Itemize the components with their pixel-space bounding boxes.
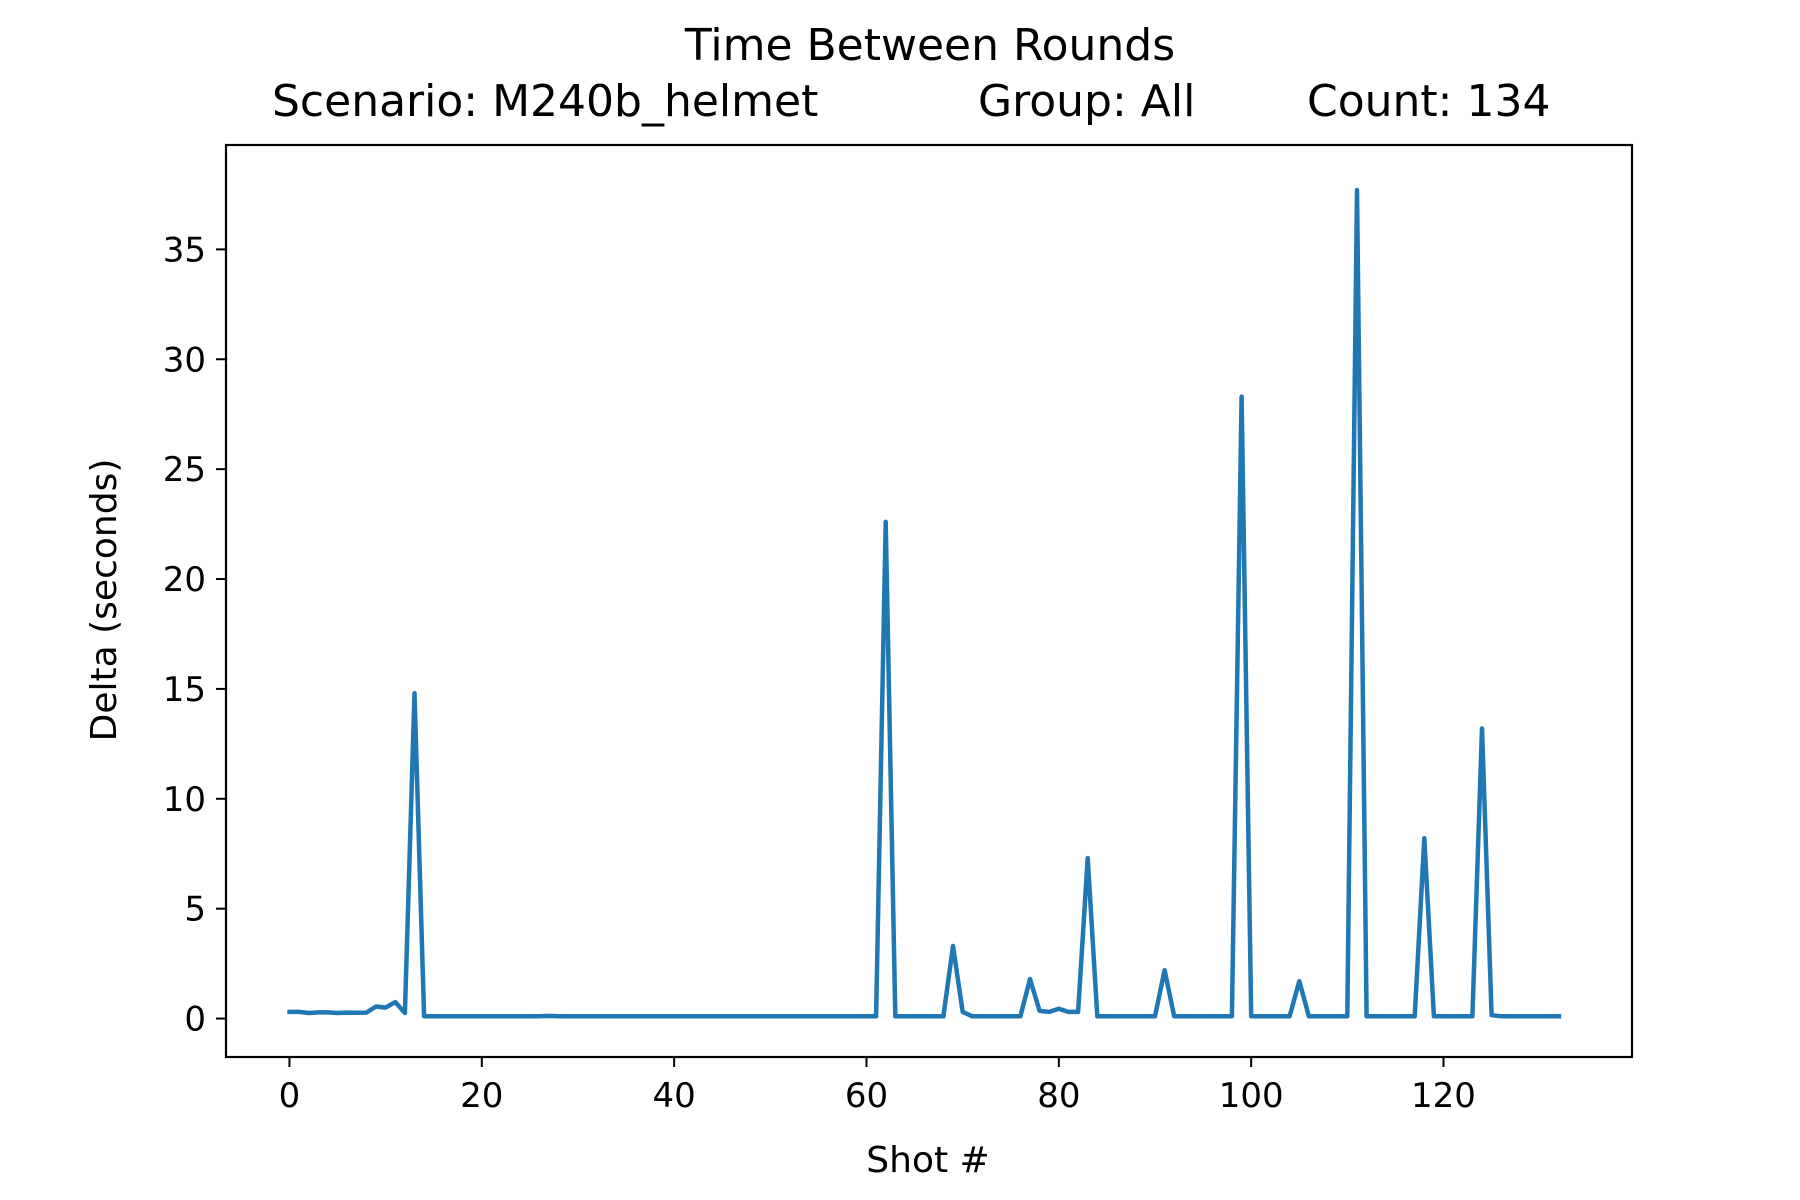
x-tick-label: 20 — [460, 1076, 503, 1116]
x-tick-label: 60 — [845, 1076, 888, 1116]
plot-frame — [224, 143, 1634, 1059]
y-tick-label: 0 — [184, 1000, 206, 1040]
plot-area: 0 20 40 60 80 100 120 0 5 10 15 20 25 30 35 — [163, 187, 1562, 1116]
subtitle-group: Group: All — [978, 76, 1195, 127]
chart-title: Time Between Rounds — [684, 20, 1175, 71]
x-tick-label: 40 — [653, 1076, 696, 1116]
subtitle-count: Count: 134 — [1307, 76, 1550, 127]
y-tick-label: 10 — [163, 780, 206, 820]
x-tick-label: 120 — [1411, 1076, 1476, 1116]
x-tick-label: 100 — [1219, 1076, 1284, 1116]
y-tick-label: 30 — [163, 340, 206, 380]
x-tick-label: 80 — [1037, 1076, 1080, 1116]
x-tick-label: 0 — [279, 1076, 301, 1116]
x-axis-label: Shot # — [866, 1140, 989, 1181]
y-tick-label: 15 — [163, 670, 206, 710]
y-tick-label: 20 — [163, 560, 206, 600]
y-tick-label: 35 — [163, 230, 206, 270]
y-tick-label: 25 — [163, 450, 206, 490]
series-line — [287, 187, 1562, 1019]
y-axis-label: Delta (seconds) — [84, 459, 125, 742]
subtitle-scenario: Scenario: M240b_helmet — [272, 76, 818, 127]
y-tick-label: 5 — [184, 890, 206, 930]
